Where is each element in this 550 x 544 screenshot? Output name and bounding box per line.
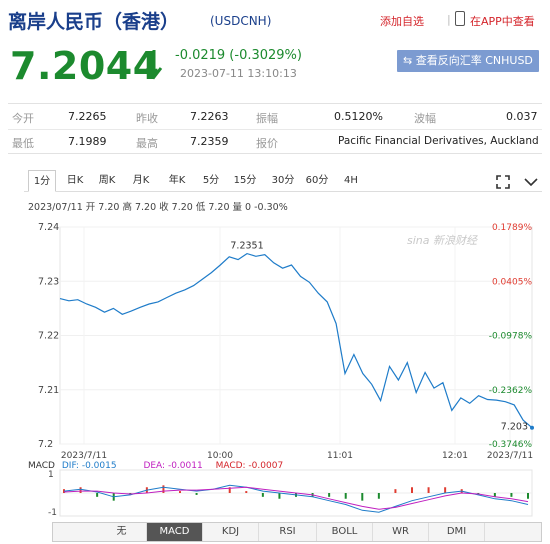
tab-30min[interactable]: 30分 xyxy=(271,175,295,186)
reverse-rate-button[interactable]: ⇆ 查看反向汇率 CNHUSD xyxy=(397,50,539,72)
pct-tick-label: 0.1789% xyxy=(492,223,532,233)
y-tick-label: 7.24 xyxy=(38,222,59,233)
macd-legend-title: MACD xyxy=(28,461,55,471)
tab-weekly-k[interactable]: 周K xyxy=(98,175,116,186)
macd-dea-line xyxy=(63,486,529,510)
tab-5min[interactable]: 5分 xyxy=(202,175,220,186)
pct-tick-label: -0.0978% xyxy=(489,332,533,342)
last-annotation: 7.203 xyxy=(501,422,528,433)
price-change: -0.0219 (-0.3029%) xyxy=(175,48,302,63)
view-in-app-link[interactable]: 在APP中查看 xyxy=(470,15,535,28)
high-annotation: 7.2351 xyxy=(230,241,263,252)
tab-4h[interactable]: 4H xyxy=(344,175,358,186)
y-tick-label: 7.2 xyxy=(38,439,53,450)
macd-legend-macd: MACD: -0.0007 xyxy=(215,461,284,471)
indicator-rsi[interactable]: RSI xyxy=(259,523,317,541)
y-tick-label: 7.23 xyxy=(38,276,59,287)
price-chart[interactable]: 7.24 7.23 7.22 7.21 7.2 0.1789% 0.0405% -0.097… xyxy=(0,212,550,522)
chart-info-line: 2023/07/11 开 7.20 高 7.20 收 7.20 低 7.20 量… xyxy=(28,202,288,213)
stats-table: 今开 7.2265 昨收 7.2263 振幅 0.5120% 波幅 0.037 … xyxy=(8,103,542,154)
tab-monthly-k[interactable]: 月K xyxy=(132,175,150,186)
x-tick-label: 12:01 xyxy=(442,451,468,461)
fullscreen-icon[interactable] xyxy=(496,175,510,189)
macd-legend: MACD DIF: -0.0015 DEA: -0.0011 MACD: -0.… xyxy=(28,461,283,471)
collapse-chevron-icon[interactable] xyxy=(524,178,538,186)
tab-15min[interactable]: 15分 xyxy=(233,175,257,186)
stat-label-low: 最低 xyxy=(12,137,34,150)
tab-60min[interactable]: 60分 xyxy=(305,175,329,186)
tab-1min[interactable]: 1分 xyxy=(28,170,56,192)
x-tick-label: 2023/7/11 xyxy=(61,451,107,461)
indicator-boll[interactable]: BOLL xyxy=(317,523,373,541)
stat-label-prev-close: 昨收 xyxy=(136,112,158,125)
symbol-code: (USDCNH) xyxy=(210,14,272,28)
stats-divider xyxy=(8,129,542,130)
y-tick-label: 7.22 xyxy=(38,331,59,342)
add-favorite-link[interactable]: 添加自选 xyxy=(380,15,424,28)
stat-value-open: 7.2265 xyxy=(68,110,107,123)
tab-yearly-k[interactable]: 年K xyxy=(168,175,186,186)
stat-value-high: 7.2359 xyxy=(190,135,229,148)
stat-label-amplitude: 振幅 xyxy=(256,112,278,125)
stat-label-range: 波幅 xyxy=(414,112,436,125)
price-line xyxy=(59,252,533,429)
indicator-kdj[interactable]: KDJ xyxy=(203,523,259,541)
macd-dif-line xyxy=(63,484,529,513)
stat-value-low: 7.1989 xyxy=(68,135,107,148)
stat-value-prev-close: 7.2263 xyxy=(190,110,229,123)
stat-value-quote-source: Pacific Financial Derivatives, Auckland xyxy=(338,135,539,147)
macd-legend-dea: DEA: -0.0011 xyxy=(143,461,203,471)
macd-y-tick-label: -1 xyxy=(48,508,57,518)
x-tick-label: 2023/7/11 xyxy=(487,451,533,461)
quote-timestamp: 2023-07-11 13:10:13 xyxy=(180,67,297,80)
x-tick-label: 10:00 xyxy=(207,451,233,461)
stat-value-amplitude: 0.5120% xyxy=(334,110,383,123)
last-point xyxy=(530,425,534,430)
pct-tick-label: -0.2362% xyxy=(489,386,533,396)
stat-value-range: 0.037 xyxy=(506,110,538,123)
stat-label-high: 最高 xyxy=(136,137,158,150)
pct-tick-label: 0.0405% xyxy=(492,277,532,287)
x-tick-label: 11:01 xyxy=(327,451,353,461)
y-tick-label: 7.21 xyxy=(38,385,59,396)
period-tabs: 1分 日K 周K 月K 年K 5分 15分 30分 60分 4H xyxy=(24,170,542,192)
macd-y-tick-label: 1 xyxy=(48,470,54,480)
indicator-wr[interactable]: WR xyxy=(373,523,429,541)
sina-watermark: sina 新浪财经 xyxy=(407,234,478,247)
down-arrow-icon xyxy=(145,50,163,80)
stat-label-quote-source: 报价 xyxy=(256,137,278,150)
current-price: 7.2044 xyxy=(10,44,160,88)
macd-legend-dif: DIF: -0.0015 xyxy=(61,461,117,471)
stat-label-open: 今开 xyxy=(12,112,34,125)
pct-tick-label: -0.3746% xyxy=(489,440,533,450)
indicator-none[interactable]: 无 xyxy=(97,523,147,541)
mobile-phone-icon xyxy=(455,11,465,26)
indicator-tabs: 无 MACD KDJ RSI BOLL WR DMI xyxy=(52,522,542,542)
indicator-dmi[interactable]: DMI xyxy=(429,523,485,541)
indicator-macd[interactable]: MACD xyxy=(147,523,203,541)
header-separator: | xyxy=(447,13,451,26)
tab-daily-k[interactable]: 日K xyxy=(66,175,84,186)
page-title: 离岸人民币（香港） xyxy=(8,11,180,33)
